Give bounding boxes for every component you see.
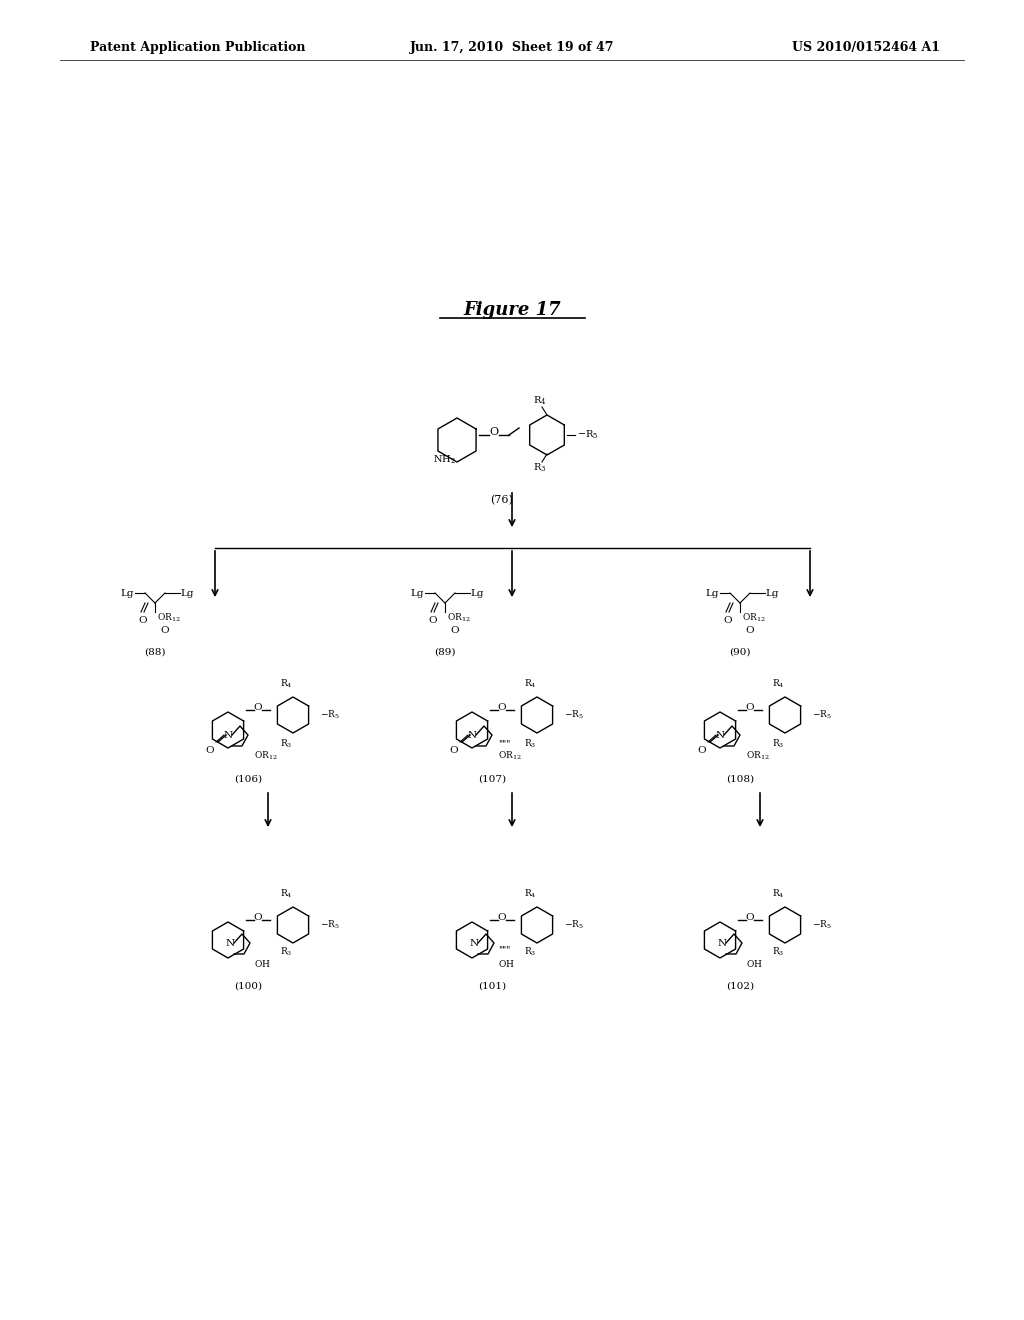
- Text: $\mathregular{OH}$: $\mathregular{OH}$: [254, 958, 270, 969]
- Text: $\mathregular{OH}$: $\mathregular{OH}$: [498, 958, 515, 969]
- Text: (108): (108): [726, 775, 754, 784]
- Text: O: O: [498, 704, 506, 713]
- Text: O: O: [429, 616, 437, 624]
- Text: """: """: [498, 739, 510, 748]
- Text: $\mathregular{OR_{12}}$: $\mathregular{OR_{12}}$: [746, 750, 770, 763]
- Text: N: N: [467, 730, 476, 739]
- Text: Lg: Lg: [180, 589, 194, 598]
- Text: $\mathregular{R_3}$: $\mathregular{R_3}$: [524, 946, 537, 958]
- Text: N: N: [718, 939, 727, 948]
- Text: $\mathregular{R_3}$: $\mathregular{R_3}$: [772, 946, 784, 958]
- Text: Lg: Lg: [765, 589, 778, 598]
- Text: $\mathregular{R_4}$: $\mathregular{R_4}$: [772, 887, 784, 900]
- Text: (107): (107): [478, 775, 506, 784]
- Text: Lg: Lg: [470, 589, 483, 598]
- Text: (100): (100): [233, 982, 262, 991]
- Text: $\mathregular{-R_5}$: $\mathregular{-R_5}$: [564, 919, 584, 931]
- Text: $\mathregular{R_4}$: $\mathregular{R_4}$: [280, 887, 292, 900]
- Text: Patent Application Publication: Patent Application Publication: [90, 41, 305, 54]
- Text: $\mathregular{OR_{12}}$: $\mathregular{OR_{12}}$: [157, 612, 180, 624]
- Text: O: O: [745, 913, 755, 923]
- Text: O: O: [450, 746, 459, 755]
- Text: N: N: [469, 939, 478, 948]
- Text: $\mathregular{NH_2}$: $\mathregular{NH_2}$: [432, 454, 456, 466]
- Text: Lg: Lg: [706, 589, 719, 598]
- Text: O: O: [745, 626, 755, 635]
- Text: Lg: Lg: [411, 589, 424, 598]
- Text: O: O: [161, 626, 169, 635]
- Text: (90): (90): [729, 648, 751, 657]
- Text: (106): (106): [233, 775, 262, 784]
- Text: $\mathregular{-R_5}$: $\mathregular{-R_5}$: [319, 919, 340, 931]
- Text: N: N: [225, 939, 234, 948]
- Text: $\mathregular{OR_{12}}$: $\mathregular{OR_{12}}$: [447, 612, 471, 624]
- Text: $\mathregular{R_3}$: $\mathregular{R_3}$: [280, 738, 292, 751]
- Text: N: N: [716, 730, 725, 739]
- Text: $\mathregular{OR_{12}}$: $\mathregular{OR_{12}}$: [742, 612, 766, 624]
- Text: $\mathregular{R_3}$: $\mathregular{R_3}$: [280, 946, 292, 958]
- Text: $\mathregular{-R_5}$: $\mathregular{-R_5}$: [564, 709, 584, 721]
- Text: O: O: [206, 746, 214, 755]
- Text: O: O: [724, 616, 732, 624]
- Text: $\mathregular{OR_{12}}$: $\mathregular{OR_{12}}$: [254, 750, 278, 763]
- Text: $\mathregular{R_3}$: $\mathregular{R_3}$: [772, 738, 784, 751]
- Text: (101): (101): [478, 982, 506, 991]
- Text: O: O: [138, 616, 147, 624]
- Text: O: O: [254, 704, 262, 713]
- Text: Lg: Lg: [120, 589, 134, 598]
- Text: O: O: [254, 913, 262, 923]
- Text: O: O: [498, 913, 506, 923]
- Text: $\mathregular{R_4}$: $\mathregular{R_4}$: [523, 887, 537, 900]
- Text: $\mathregular{-R_5}$: $\mathregular{-R_5}$: [577, 429, 598, 441]
- Text: (88): (88): [144, 648, 166, 657]
- Text: $\mathregular{R_4}$: $\mathregular{R_4}$: [280, 677, 292, 690]
- Text: N: N: [223, 730, 232, 739]
- Text: $\mathregular{R_4}$: $\mathregular{R_4}$: [523, 677, 537, 690]
- Text: (76): (76): [490, 495, 513, 506]
- Text: $\mathregular{R_4}$: $\mathregular{R_4}$: [772, 677, 784, 690]
- Text: O: O: [697, 746, 707, 755]
- Text: (102): (102): [726, 982, 754, 991]
- Text: $\mathregular{R_3}$: $\mathregular{R_3}$: [524, 738, 537, 751]
- Text: $\mathregular{R_3}$: $\mathregular{R_3}$: [534, 462, 547, 474]
- Text: $\mathregular{-R_5}$: $\mathregular{-R_5}$: [812, 919, 831, 931]
- Text: Figure 17: Figure 17: [463, 301, 561, 319]
- Text: US 2010/0152464 A1: US 2010/0152464 A1: [792, 41, 940, 54]
- Text: O: O: [745, 704, 755, 713]
- Text: O: O: [489, 426, 499, 437]
- Text: O: O: [451, 626, 460, 635]
- Text: $\mathregular{-R_5}$: $\mathregular{-R_5}$: [319, 709, 340, 721]
- Text: $\mathregular{R_4}$: $\mathregular{R_4}$: [534, 395, 547, 407]
- Text: """: """: [498, 945, 510, 954]
- Text: $\mathregular{-R_5}$: $\mathregular{-R_5}$: [812, 709, 831, 721]
- Text: Jun. 17, 2010  Sheet 19 of 47: Jun. 17, 2010 Sheet 19 of 47: [410, 41, 614, 54]
- Text: $\mathregular{OH}$: $\mathregular{OH}$: [746, 958, 763, 969]
- Text: (89): (89): [434, 648, 456, 657]
- Text: $\mathregular{OR_{12}}$: $\mathregular{OR_{12}}$: [498, 750, 522, 763]
